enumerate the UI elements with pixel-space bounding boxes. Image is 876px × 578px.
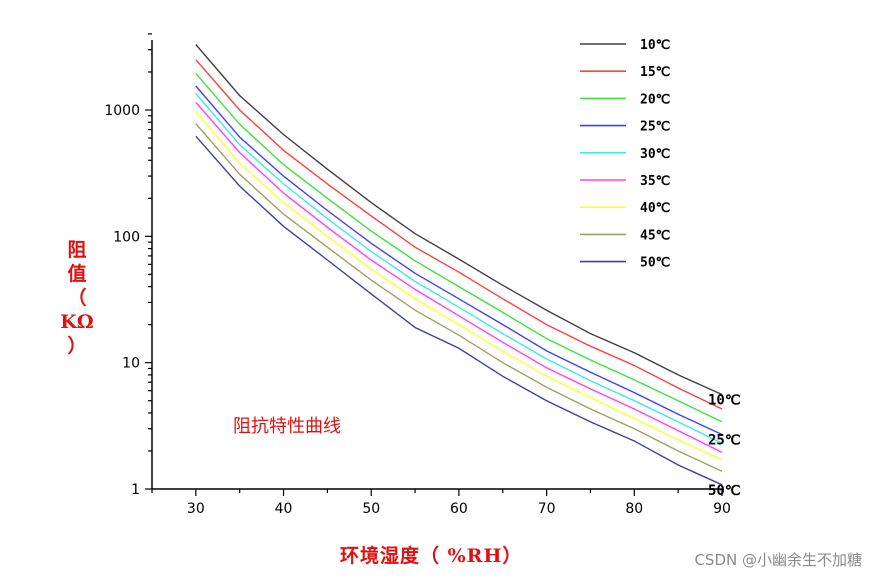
legend-label: 40℃ [640,201,670,216]
series-end-label: 10℃ [708,392,741,408]
y-axis-label-char: 值 [67,263,87,285]
series-end-label: 50℃ [708,483,741,499]
y-tick-label: 10 [122,356,140,372]
legend-label: 15℃ [640,65,670,80]
x-tick-label: 50 [362,501,380,517]
legend-label: 50℃ [640,256,670,271]
series-line [195,44,723,396]
legend-label: 35℃ [640,174,670,189]
chart-annotation: 阻抗特性曲线 [233,416,341,437]
y-axis-label: 阻 值 （ KΩ ） [60,238,94,358]
x-tick-label: 40 [275,501,293,517]
x-tick-label: 70 [538,501,556,517]
series-line [195,111,723,461]
series-line [195,101,723,454]
legend-label: 20℃ [640,92,670,107]
y-axis-label-char: 阻 [67,239,87,261]
legend-label: 30℃ [640,147,670,162]
series-line [195,59,723,410]
series-line [195,123,723,472]
series-line [195,72,723,423]
watermark: CSDN @小幽余生不加糖 [694,551,862,569]
legend-label: 25℃ [640,120,670,135]
x-tick-label: 30 [187,501,205,517]
x-tick-label: 60 [450,501,468,517]
series-line [195,135,723,486]
y-axis-label-char: KΩ [60,311,94,333]
y-axis-label-char: ） [67,335,87,357]
y-tick-label: 1 [131,482,140,498]
x-axis-label: 环境湿度（ %RH） [340,545,523,567]
legend-label: 10℃ [640,38,670,53]
series-line [195,85,723,436]
y-axis-label-char: （ [67,287,87,309]
y-tick-label: 1000 [104,103,140,119]
series-line [195,93,723,444]
legend-label: 45℃ [640,228,670,243]
series-end-label: 25℃ [708,433,741,449]
x-tick-label: 90 [713,501,731,517]
x-tick-label: 80 [625,501,643,517]
y-tick-label: 100 [113,229,140,245]
